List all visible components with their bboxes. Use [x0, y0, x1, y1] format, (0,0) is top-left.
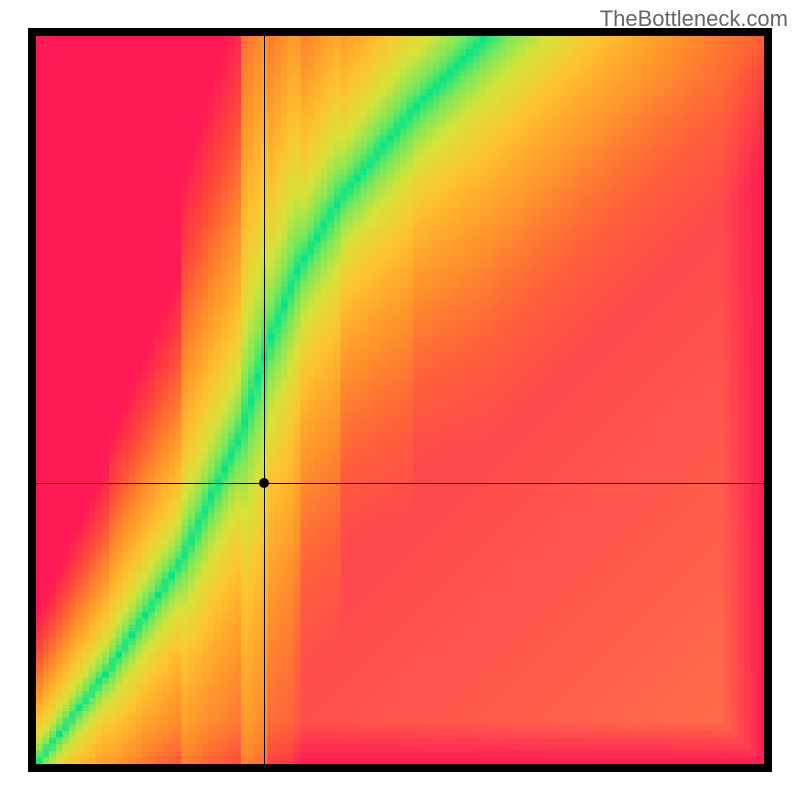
chart-container: TheBottleneck.com: [0, 0, 800, 800]
heatmap-canvas: [36, 36, 764, 764]
plot-area: [36, 36, 764, 764]
plot-border: [28, 28, 772, 772]
marker-dot: [259, 478, 269, 488]
crosshair-horizontal: [36, 483, 764, 484]
watermark-text: TheBottleneck.com: [600, 6, 788, 32]
crosshair-vertical: [264, 36, 265, 764]
